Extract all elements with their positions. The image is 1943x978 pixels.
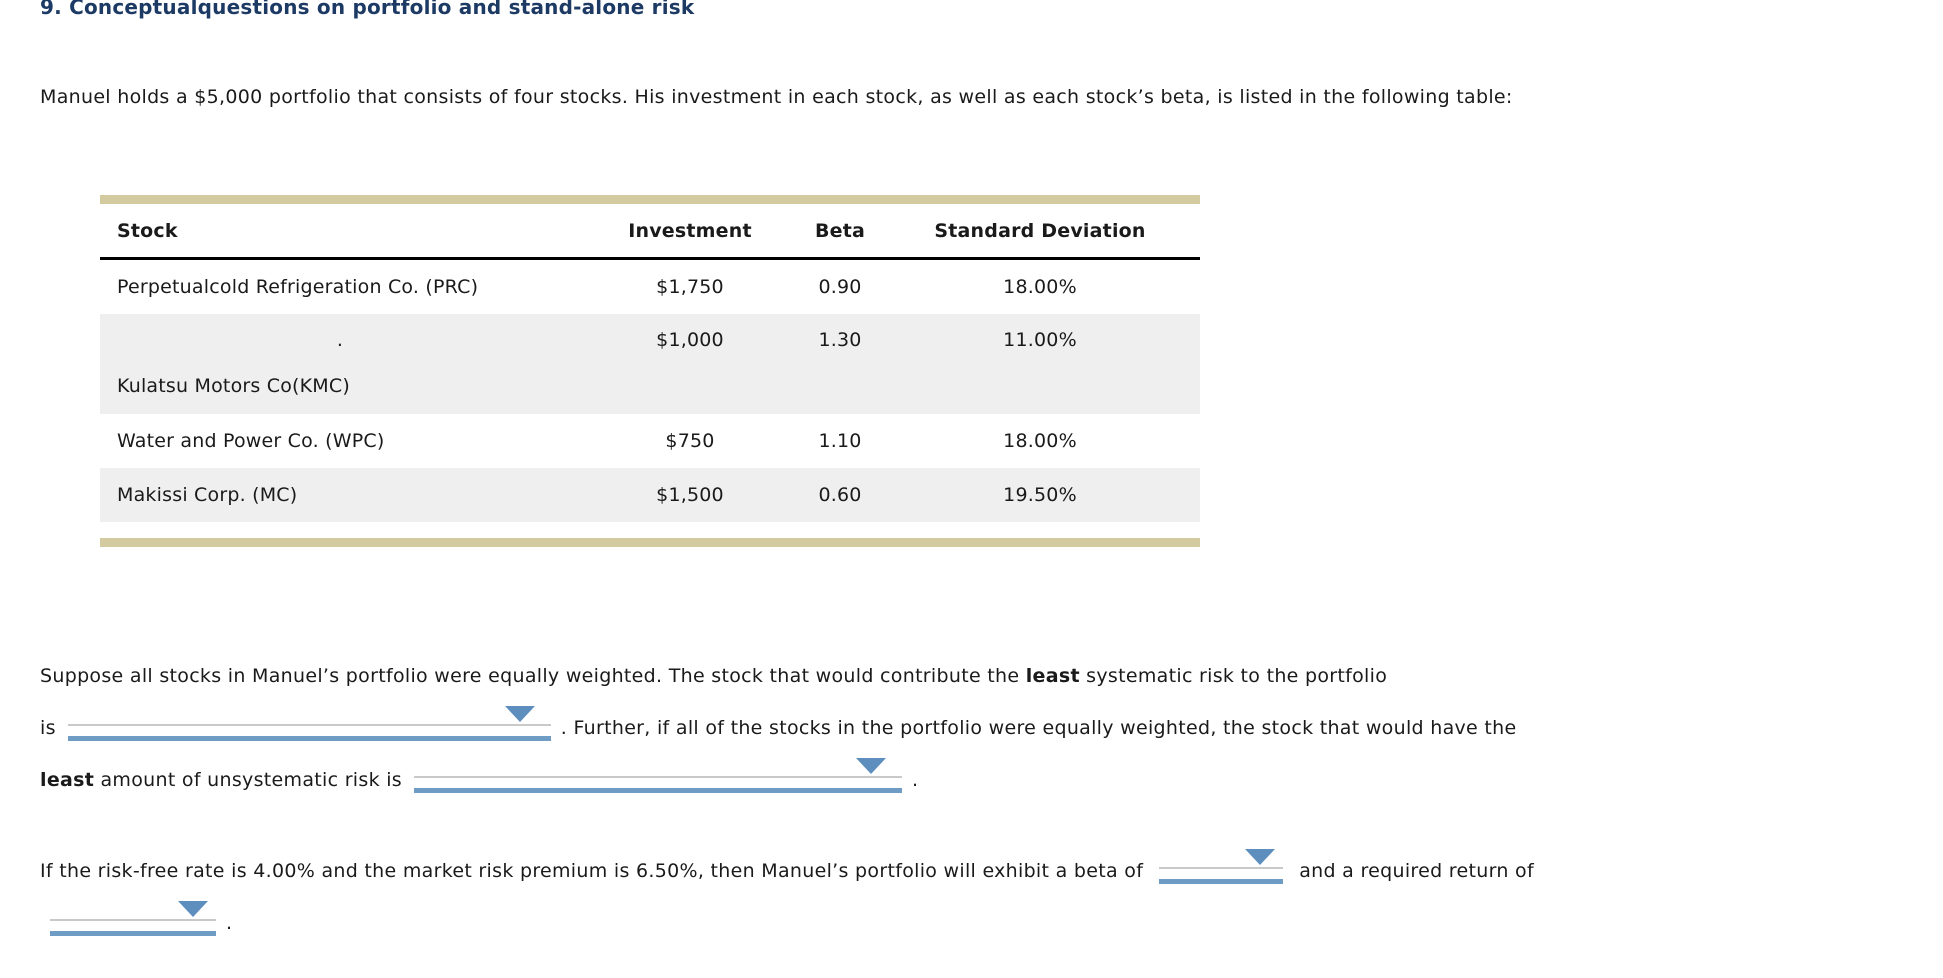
investment-value: $1,750 xyxy=(656,276,724,298)
dropdown-arrow-icon[interactable] xyxy=(856,758,887,774)
question-text: is xyxy=(40,717,56,739)
systematic-risk-dropdown[interactable] xyxy=(67,704,551,741)
std-dev-value: 18.00% xyxy=(1003,276,1077,298)
dropdown-arrow-icon[interactable] xyxy=(504,706,535,722)
question-text: systematic risk to the portfolio xyxy=(1079,665,1388,687)
beta-dropdown[interactable] xyxy=(1159,847,1284,884)
stock-name: Perpetualcold Refrigeration Co. (PRC) xyxy=(117,276,479,298)
question-portfolio-beta: If the risk-free rate is 4.00% and the m… xyxy=(40,845,1534,949)
dropdown-arrow-icon[interactable] xyxy=(1245,849,1276,865)
table-row: Water and Power Co. (WPC) $750 1.10 18.0… xyxy=(100,414,1200,468)
dropdown-arrow-icon[interactable] xyxy=(178,901,208,917)
beta-value: 1.30 xyxy=(818,329,862,351)
question-line: . xyxy=(40,897,1534,949)
header-investment: Investment xyxy=(628,219,752,242)
std-dev-value: 18.00% xyxy=(1003,430,1077,452)
page-title: 9. Conceptualquestions on portfolio and … xyxy=(40,0,695,19)
question-text: If the risk-free rate is 4.00% and the m… xyxy=(40,860,1144,882)
beta-value: 0.90 xyxy=(818,276,862,298)
intro-paragraph: Manuel holds a $5,000 portfolio that con… xyxy=(40,86,1513,108)
header-beta: Beta xyxy=(814,219,866,242)
header-standard-deviation: Standard Deviation xyxy=(934,219,1146,242)
table-header-row: Stock Investment Beta Standard Deviation xyxy=(100,204,1200,260)
table-bottom-gap xyxy=(100,522,1200,538)
required-return-dropdown[interactable] xyxy=(50,899,216,936)
table-top-border xyxy=(100,195,1200,204)
investment-value: $1,500 xyxy=(656,484,724,506)
portfolio-table: Stock Investment Beta Standard Deviation… xyxy=(100,195,1200,547)
question-line: Suppose all stocks in Manuel’s portfolio… xyxy=(40,650,1516,702)
question-text-bold: least xyxy=(1025,665,1080,687)
question-text: and a required return of xyxy=(1299,860,1534,882)
beta-value: 1.10 xyxy=(818,430,862,452)
investment-value: $750 xyxy=(665,430,715,452)
header-stock: Stock xyxy=(117,219,178,242)
stock-name-text: Kulatsu Motors Co(KMC) xyxy=(117,375,350,397)
beta-value: 0.60 xyxy=(818,484,862,506)
stock-name: . Kulatsu Motors Co(KMC) xyxy=(100,314,580,397)
table-bottom-border xyxy=(100,538,1200,547)
question-line: If the risk-free rate is 4.00% and the m… xyxy=(40,845,1534,897)
table-row: Makissi Corp. (MC) $1,500 0.60 19.50% xyxy=(100,468,1200,522)
stock-name: Makissi Corp. (MC) xyxy=(117,484,298,506)
question-text: Suppose all stocks in Manuel’s portfolio… xyxy=(40,665,1026,687)
question-text: amount of unsystematic risk is xyxy=(94,769,403,791)
question-text-bold: least xyxy=(40,769,95,791)
std-dev-value: 11.00% xyxy=(1003,329,1077,351)
question-text: . xyxy=(226,912,233,934)
table-row: Perpetualcold Refrigeration Co. (PRC) $1… xyxy=(100,260,1200,314)
question-text: . xyxy=(912,769,919,791)
std-dev-value: 19.50% xyxy=(1003,484,1077,506)
question-text: . Further, if all of the stocks in the p… xyxy=(560,717,1517,739)
question-systematic-risk: Suppose all stocks in Manuel’s portfolio… xyxy=(40,650,1516,806)
stock-name: Water and Power Co. (WPC) xyxy=(117,430,385,452)
stock-dot: . xyxy=(336,329,344,351)
investment-value: $1,000 xyxy=(656,329,724,351)
question-line: is . Further, if all of the stocks in the… xyxy=(40,702,1516,754)
table-row: . Kulatsu Motors Co(KMC) $1,000 1.30 11.… xyxy=(100,314,1200,414)
unsystematic-risk-dropdown[interactable] xyxy=(414,756,903,793)
question-line: least amount of unsystematic risk is. xyxy=(40,754,1516,806)
